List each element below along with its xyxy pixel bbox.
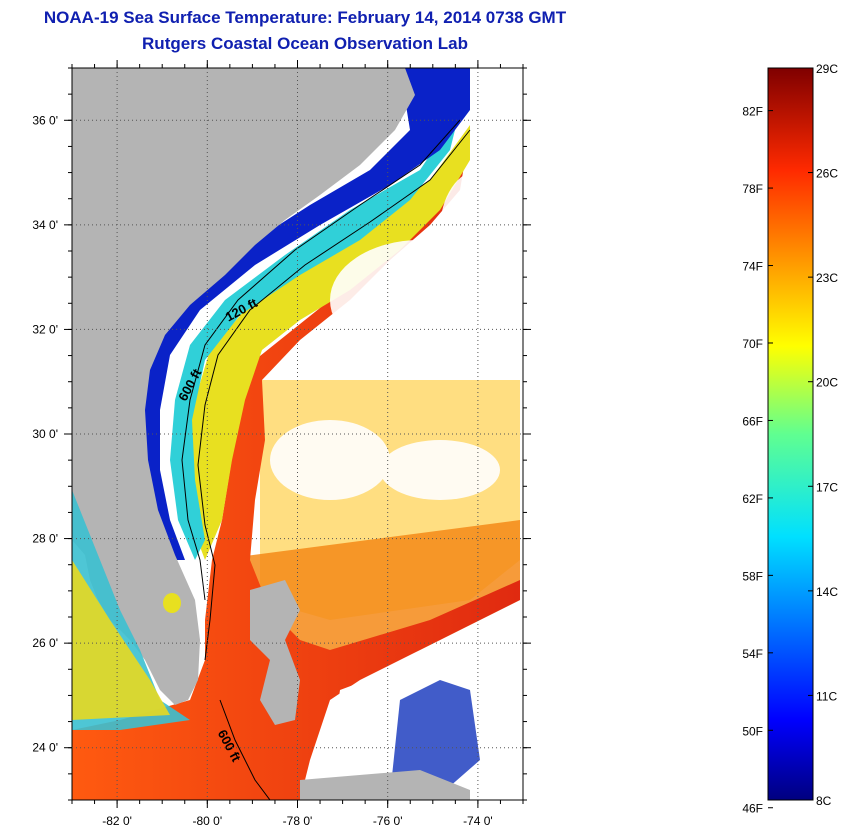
lat-tick-label: 28 0' bbox=[32, 532, 58, 546]
colorbar-c-label: 26C bbox=[816, 167, 838, 181]
lat-tick-label: 26 0' bbox=[32, 636, 58, 650]
map-subtitle: Rutgers Coastal Ocean Observation Lab bbox=[142, 34, 468, 53]
offshore-clouds bbox=[270, 170, 520, 500]
contour-600ft-south bbox=[219, 699, 271, 800]
lon-tick-label: -82 0' bbox=[102, 814, 132, 828]
land-bahamas bbox=[250, 580, 300, 725]
lake-okeechobee bbox=[163, 593, 181, 613]
colorbar-c-label: 20C bbox=[816, 376, 838, 390]
colorbar-c-label: 14C bbox=[816, 585, 838, 599]
colorbar-gradient bbox=[767, 67, 814, 801]
lon-tick-label: -78 0' bbox=[283, 814, 313, 828]
colorbar-f-label: 54F bbox=[742, 647, 763, 661]
lat-tick-label: 32 0' bbox=[32, 322, 58, 336]
gulf-stream bbox=[72, 130, 520, 800]
colorbar-f-label: 82F bbox=[742, 105, 763, 119]
contour-120ft bbox=[181, 119, 461, 601]
colorbar-c-label: 29C bbox=[816, 62, 838, 76]
colorbar-f-label: 46F bbox=[742, 802, 763, 816]
colorbar-c-label: 17C bbox=[816, 480, 838, 494]
lon-tick-label: -76 0' bbox=[373, 814, 403, 828]
land-southeast-us bbox=[72, 68, 415, 705]
colorbar-f-label: 50F bbox=[742, 724, 763, 738]
lat-tick-label: 34 0' bbox=[32, 218, 58, 232]
lat-tick-label: 30 0' bbox=[32, 427, 58, 441]
shelf-yellow-band bbox=[185, 125, 470, 560]
colorbar-f-label: 74F bbox=[742, 260, 763, 274]
colorbar-c-label: 23C bbox=[816, 271, 838, 285]
lon-tick-label: -74 0' bbox=[463, 814, 493, 828]
contour-600ft bbox=[197, 129, 471, 661]
colorbar-c-label: 8C bbox=[816, 794, 832, 808]
colorbar-f-label: 66F bbox=[742, 414, 763, 428]
colorbar-c-label: 11C bbox=[816, 689, 837, 703]
colorbar-f-label: 78F bbox=[742, 182, 763, 196]
colorbar-f-label: 62F bbox=[742, 492, 763, 506]
lat-tick-label: 36 0' bbox=[32, 113, 58, 127]
colorbar-f-label: 58F bbox=[742, 569, 763, 583]
gulf-of-mexico-warm bbox=[72, 560, 170, 720]
map-title: NOAA-19 Sea Surface Temperature: Februar… bbox=[43, 8, 567, 27]
temperature-colorbar: 82F 78F 74F 70F 66F 62F 58F 54F 50F 46F 29C 26C 23C 2… bbox=[742, 62, 838, 816]
lon-tick-label: -80 0' bbox=[192, 814, 222, 828]
lat-tick-label: 24 0' bbox=[32, 741, 58, 755]
shelf-cold-water bbox=[140, 68, 470, 560]
land-cuba bbox=[300, 770, 470, 800]
cold-patch-southeast bbox=[390, 680, 480, 795]
colorbar-f-label: 70F bbox=[742, 337, 763, 351]
